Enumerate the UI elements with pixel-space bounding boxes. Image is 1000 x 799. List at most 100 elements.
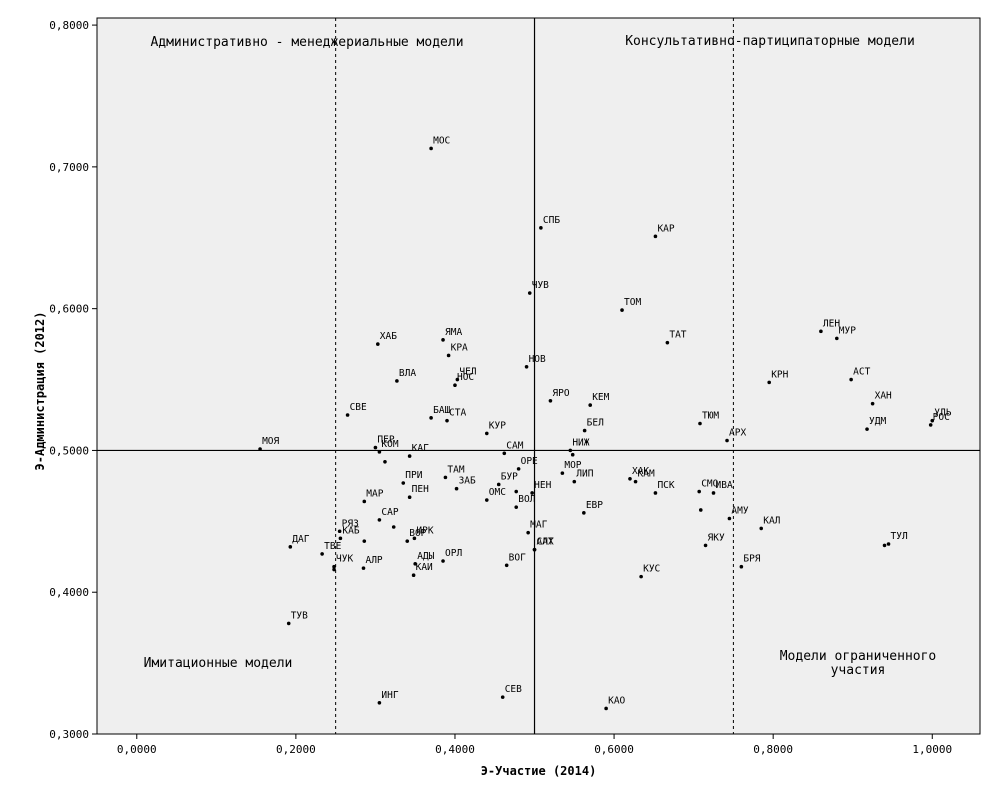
point-label: ХАН: [875, 391, 892, 402]
data-point: [653, 234, 658, 239]
point-label: КЕМ: [592, 392, 609, 403]
point-label: КУР: [489, 420, 506, 431]
point-label: СВЕ: [350, 402, 367, 413]
point-label: КРА: [451, 342, 468, 353]
point-label: БАШ: [433, 405, 450, 416]
point-label: АДЫ: [417, 551, 434, 562]
point-label: НЕН: [534, 480, 551, 491]
data-point: [633, 479, 638, 484]
point-label: САР: [381, 507, 398, 518]
point-label: КАЛ: [763, 515, 780, 526]
point-label: ТАТ: [669, 330, 686, 341]
point-label: ИНГ: [381, 690, 398, 701]
point-label: ХАК: [632, 466, 649, 477]
data-point: [819, 329, 823, 334]
point-label: ОРЕ: [521, 456, 538, 467]
data-point: [539, 226, 543, 230]
point-label: МАР: [366, 488, 383, 499]
data-point: [332, 567, 336, 572]
point-label: НОВ: [529, 354, 546, 365]
data-point: [445, 418, 449, 423]
point-label: СТА: [449, 408, 466, 419]
data-point: [697, 489, 701, 494]
data-point: [548, 399, 553, 403]
data-point: [484, 498, 489, 502]
data-point: [870, 401, 875, 406]
point-label: УЛЬ: [934, 408, 951, 419]
data-point: [928, 423, 933, 427]
point-label: КОМ: [381, 439, 398, 450]
data-point: [405, 539, 410, 543]
data-point: [429, 146, 433, 151]
data-point: [639, 574, 643, 579]
point-label: КАО: [608, 695, 625, 706]
point-label: ПЕН: [412, 484, 429, 495]
plot-area: [96, 17, 981, 735]
point-label: УДМ: [869, 416, 886, 427]
data-point: [345, 413, 350, 417]
y-tick-label: 0,8000: [49, 19, 89, 32]
data-point: [484, 431, 489, 436]
data-point: [441, 559, 445, 563]
point-label: ЛИП: [576, 469, 593, 480]
point-label: БУР: [501, 471, 518, 482]
point-label: КАМ: [638, 469, 655, 480]
data-point: [582, 511, 586, 515]
data-point: [604, 706, 608, 711]
data-point: [446, 353, 451, 358]
quadrant-label-top-left: Административно - менеджериальные модели: [150, 35, 463, 50]
data-point: [886, 542, 891, 546]
data-point: [759, 526, 764, 531]
data-point: [286, 621, 291, 626]
y-tick-label: 0,6000: [49, 303, 89, 316]
point-label: НОС: [457, 372, 474, 383]
data-point: [849, 377, 853, 382]
data-point: [620, 308, 624, 312]
x-tick-label: 0,4000: [435, 743, 475, 756]
data-point: [665, 340, 670, 345]
point-label: ТУВ: [291, 610, 308, 621]
data-point: [527, 291, 532, 295]
data-point: [514, 489, 519, 494]
data-point: [320, 552, 324, 556]
point-label: ТВЕ: [324, 541, 341, 552]
data-point: [653, 491, 658, 495]
data-point: [835, 336, 839, 341]
data-point: [628, 476, 632, 481]
data-point: [882, 543, 887, 548]
point-label: ПРИ: [405, 470, 422, 481]
data-point: [703, 543, 708, 548]
data-point: [443, 475, 448, 480]
data-point: [377, 518, 382, 522]
quadrant-label-bottom-left: Имитационные модели: [144, 656, 293, 671]
data-point: [727, 516, 732, 521]
point-label: ЧЕЛ: [459, 367, 476, 378]
point-label: ИРК: [416, 525, 433, 536]
data-point: [338, 536, 343, 541]
data-point: [530, 491, 534, 495]
point-label: ПСК: [657, 480, 674, 491]
data-point: [376, 342, 380, 346]
y-tick-label: 0,4000: [49, 586, 89, 599]
data-point: [865, 427, 869, 431]
point-label: САМ: [506, 440, 523, 451]
data-point: [412, 536, 417, 541]
data-point: [572, 479, 577, 484]
point-label: МОЯ: [262, 436, 279, 447]
data-point: [377, 450, 382, 454]
point-label: ТЮМ: [702, 410, 719, 421]
point-label: ЗАБ: [459, 476, 476, 487]
point-label: КАИ: [416, 562, 433, 573]
point-label: ТАМ: [447, 464, 464, 475]
point-label: ЯРО: [552, 388, 569, 399]
point-label: БЕЛ: [587, 418, 604, 429]
point-label: СЕВ: [505, 684, 522, 695]
data-point: [526, 530, 530, 535]
data-point: [767, 380, 771, 385]
data-point: [401, 481, 406, 485]
data-point: [739, 564, 744, 569]
point-label: ПЕР: [377, 435, 394, 446]
point-label: ТУЛ: [891, 531, 908, 542]
point-label: МУР: [839, 325, 856, 336]
